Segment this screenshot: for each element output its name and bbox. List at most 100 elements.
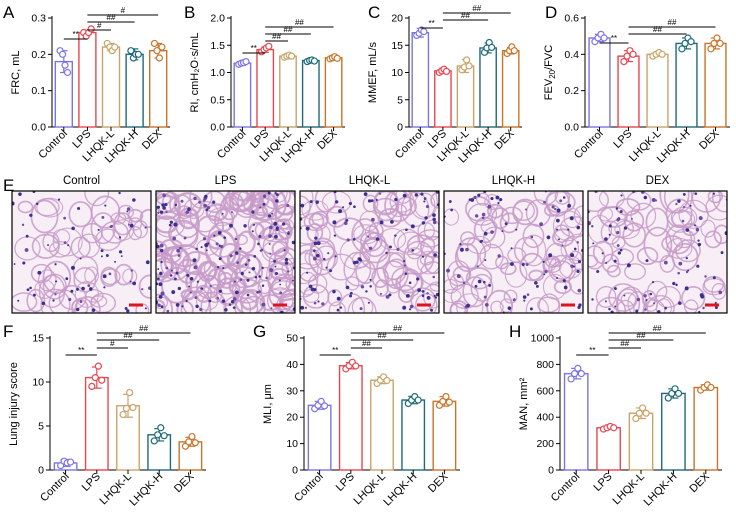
nucleus [213,234,216,237]
alveolar-wall [595,285,617,308]
nucleus [220,245,224,249]
nucleus [126,210,129,213]
nucleus [576,269,580,273]
alveolar-wall [84,191,110,207]
nucleus [394,197,398,202]
x-tick-label: DEX [697,127,722,152]
nucleus [273,259,276,263]
nucleus [695,228,700,232]
nucleus [635,309,639,313]
nucleus [481,212,486,217]
alveolar-wall [311,210,329,227]
nucleus [630,217,633,220]
nucleus [47,244,49,246]
nucleus [421,289,425,293]
nucleus [261,302,266,307]
bar-dex [693,386,719,471]
nucleus [424,216,428,220]
y-tick-label: 1.0 [210,67,225,79]
nucleus [275,199,279,203]
nucleus [497,201,500,205]
nucleus [279,291,283,295]
nucleus [315,253,320,258]
nucleus [640,191,645,194]
alveolar-wall [217,266,237,289]
data-point [465,62,473,70]
nucleus [355,260,359,264]
data-point [134,50,142,58]
nucleus [186,273,190,277]
alveolar-wall [138,274,151,299]
data-point [463,56,471,64]
alveolar-wall [399,268,423,298]
y-tick-label: 10 [286,438,298,450]
nucleus [425,204,430,209]
nucleus [68,297,72,302]
nucleus [172,236,177,241]
alveolar-wall [308,212,325,230]
nucleus [185,210,190,214]
bar-lhqk-l [628,412,654,471]
nucleus [426,292,429,295]
alveolar-wall [185,270,208,294]
nucleus [369,285,372,288]
nucleus [554,207,557,211]
nucleus [663,260,668,265]
data-point [265,42,273,50]
micrograph-title: Control [63,175,100,187]
y-tick-label: 10 [391,67,403,79]
nucleus [333,234,337,237]
nucleus [426,295,431,300]
nucleus [577,288,582,293]
nucleus [118,191,121,195]
data-point [352,362,360,370]
nucleus [434,296,438,299]
nucleus [698,216,703,221]
nucleus [246,278,250,282]
nucleus [202,237,207,241]
nucleus [29,286,32,290]
data-point [420,28,428,36]
panel-label: C [368,3,380,22]
nucleus [336,296,341,301]
alveolar-wall [388,252,406,268]
nucleus [275,272,278,276]
data-point [687,38,695,46]
nucleus [291,240,295,245]
nucleus [501,230,504,233]
y-axis-label: MLI, μm [262,384,274,424]
nucleus [168,223,172,227]
nucleus [543,200,546,204]
nucleus [682,192,686,196]
data-point [310,57,319,65]
alveolar-wall [627,291,648,313]
alveolar-wall [419,235,439,258]
nucleus [188,285,191,288]
y-tick-label: 1000 [531,333,555,345]
nucleus [234,290,239,295]
alveolar-wall [389,203,408,218]
nucleus [402,305,407,310]
nucleus [21,223,25,227]
y-tick-label: 20 [391,13,403,25]
y-tick-label: 0.0 [564,122,579,134]
bar-lhqk-l [101,46,121,128]
nucleus [677,271,680,275]
nucleus [161,203,165,207]
alveolar-wall [276,293,295,313]
nucleus [88,287,93,291]
nucleus [649,292,653,296]
nucleus [308,284,313,289]
nucleus [423,197,427,200]
nucleus [570,253,575,258]
panel-label: D [545,3,557,22]
nucleus [588,221,592,226]
y-tick-label: 0 [292,465,298,477]
alveolar-wall [484,193,500,210]
alveolar-wall [195,284,213,303]
nucleus [41,301,46,306]
nucleus [166,309,170,313]
data-point [600,34,608,42]
nucleus [164,203,168,207]
